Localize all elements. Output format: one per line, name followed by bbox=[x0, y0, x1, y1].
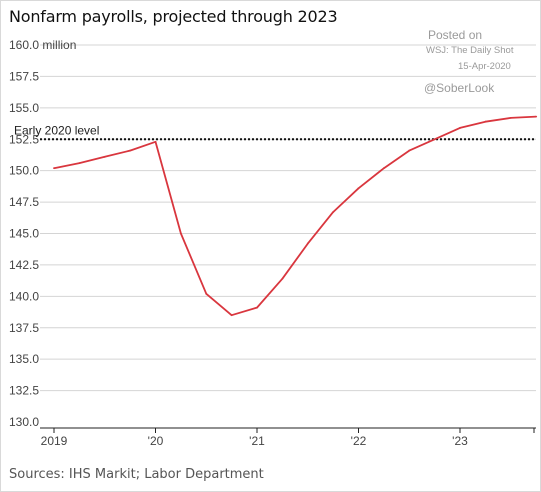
y-tick-label: 132.5 bbox=[9, 384, 39, 398]
watermark-posted-on: Posted on bbox=[428, 28, 483, 42]
watermark-source: WSJ: The Daily Shot bbox=[426, 45, 514, 56]
data-point bbox=[154, 140, 157, 143]
x-tick-label: '20 bbox=[148, 434, 164, 448]
x-tick-label: '22 bbox=[351, 434, 367, 448]
chart-source: Sources: IHS Markit; Labor Department bbox=[9, 467, 264, 482]
data-point bbox=[53, 167, 55, 170]
y-tick-label: 150.0 bbox=[9, 164, 39, 178]
data-point bbox=[509, 116, 512, 119]
watermark-handle: @SoberLook bbox=[424, 81, 495, 95]
data-point bbox=[281, 277, 284, 280]
data-point bbox=[408, 149, 411, 152]
data-point bbox=[306, 242, 309, 245]
series-group bbox=[53, 115, 538, 317]
y-tick-label: 142.5 bbox=[9, 258, 39, 272]
data-point bbox=[230, 314, 233, 317]
x-tick-label: '23 bbox=[452, 434, 468, 448]
watermark-date: 15-Apr-2020 bbox=[458, 61, 511, 72]
data-point bbox=[535, 115, 538, 118]
chart-title: Nonfarm payrolls, projected through 2023 bbox=[9, 7, 338, 26]
grid bbox=[40, 44, 536, 392]
y-tick-label: 137.5 bbox=[9, 321, 39, 335]
reference-line-label: Early 2020 level bbox=[14, 123, 99, 137]
data-point bbox=[459, 127, 461, 129]
y-tick-label: 145.0 bbox=[9, 227, 39, 241]
data-point bbox=[382, 167, 385, 170]
reference-line-group: Early 2020 level bbox=[14, 123, 534, 141]
y-tick-label: 155.0 bbox=[9, 101, 39, 115]
y-tick-label: 160.0 million bbox=[9, 38, 76, 52]
data-point bbox=[129, 149, 132, 152]
y-tick-label: 130.0 bbox=[9, 415, 39, 429]
y-tick-label: 147.5 bbox=[9, 195, 39, 209]
y-tick-label: 135.0 bbox=[9, 352, 39, 366]
y-tick-label: 157.5 bbox=[9, 69, 39, 83]
x-tick-label: '21 bbox=[249, 434, 265, 448]
data-point bbox=[484, 120, 487, 123]
data-point bbox=[205, 292, 208, 295]
data-point bbox=[357, 187, 360, 190]
data-point bbox=[103, 155, 106, 158]
y-tick-label: 152.5 bbox=[9, 132, 39, 146]
data-point bbox=[179, 232, 182, 235]
data-point bbox=[78, 162, 81, 165]
data-point bbox=[332, 211, 335, 214]
y-axis-tick-labels: 130.0 132.5 135.0 137.5 140.0 142.5 145.0 147.5… bbox=[9, 38, 76, 429]
series-line bbox=[53, 115, 537, 317]
y-tick-label: 140.0 bbox=[9, 289, 39, 303]
data-point bbox=[433, 138, 436, 141]
data-point bbox=[256, 306, 258, 309]
x-axis: 2019 '20 '21 '22 '23 bbox=[40, 427, 536, 448]
x-tick-label: 2019 bbox=[41, 434, 68, 448]
